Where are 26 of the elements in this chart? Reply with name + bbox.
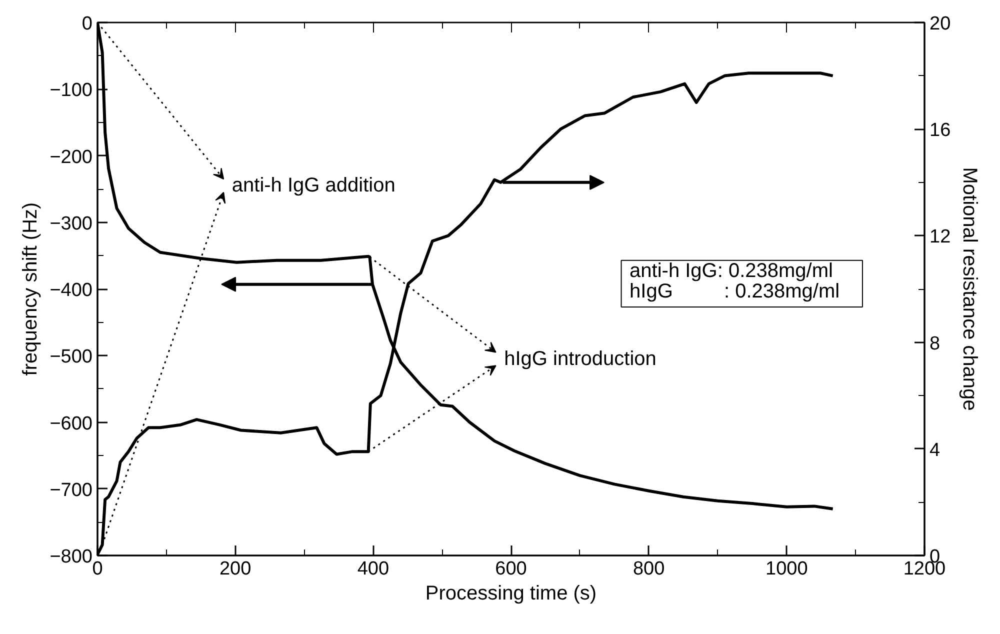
annotation: anti-h IgG: 0.238mg/ml xyxy=(630,260,833,282)
y2-axis-title: Motional resistance change xyxy=(958,167,981,411)
y2-tick-label: 16 xyxy=(930,120,951,142)
y-tick-label: −800 xyxy=(50,546,92,568)
text: hIgG : 0.238mg/ml xyxy=(630,280,840,303)
annotation: hIgG introduction xyxy=(504,348,656,370)
x-tick-label: 800 xyxy=(632,558,665,580)
y2-tick-label: 20 xyxy=(930,14,951,34)
x-axis-title: Processing time (s) xyxy=(425,582,597,604)
y-tick-label: −100 xyxy=(50,80,92,102)
y-tick-label: 0 xyxy=(82,14,93,34)
x-tick-label: 600 xyxy=(495,558,527,580)
y2-tick-label: 12 xyxy=(930,226,951,248)
x-tick-label: 1000 xyxy=(766,558,808,580)
annotation: anti-h IgG addition xyxy=(232,174,396,197)
y2-tick-label: 8 xyxy=(930,333,940,354)
y-tick-label: −600 xyxy=(50,413,92,434)
y-tick-label: −400 xyxy=(50,280,92,301)
y-tick-label: −700 xyxy=(50,480,92,501)
x-tick-label: 400 xyxy=(357,558,390,580)
y-tick-label: −500 xyxy=(50,346,92,368)
y-axis-title: frequency shift (Hz) xyxy=(20,202,42,376)
x-tick-label: 200 xyxy=(219,558,252,580)
y2-tick-label: 4 xyxy=(930,440,940,461)
y-tick-label: −200 xyxy=(50,146,92,168)
y-tick-label: −300 xyxy=(50,213,92,234)
